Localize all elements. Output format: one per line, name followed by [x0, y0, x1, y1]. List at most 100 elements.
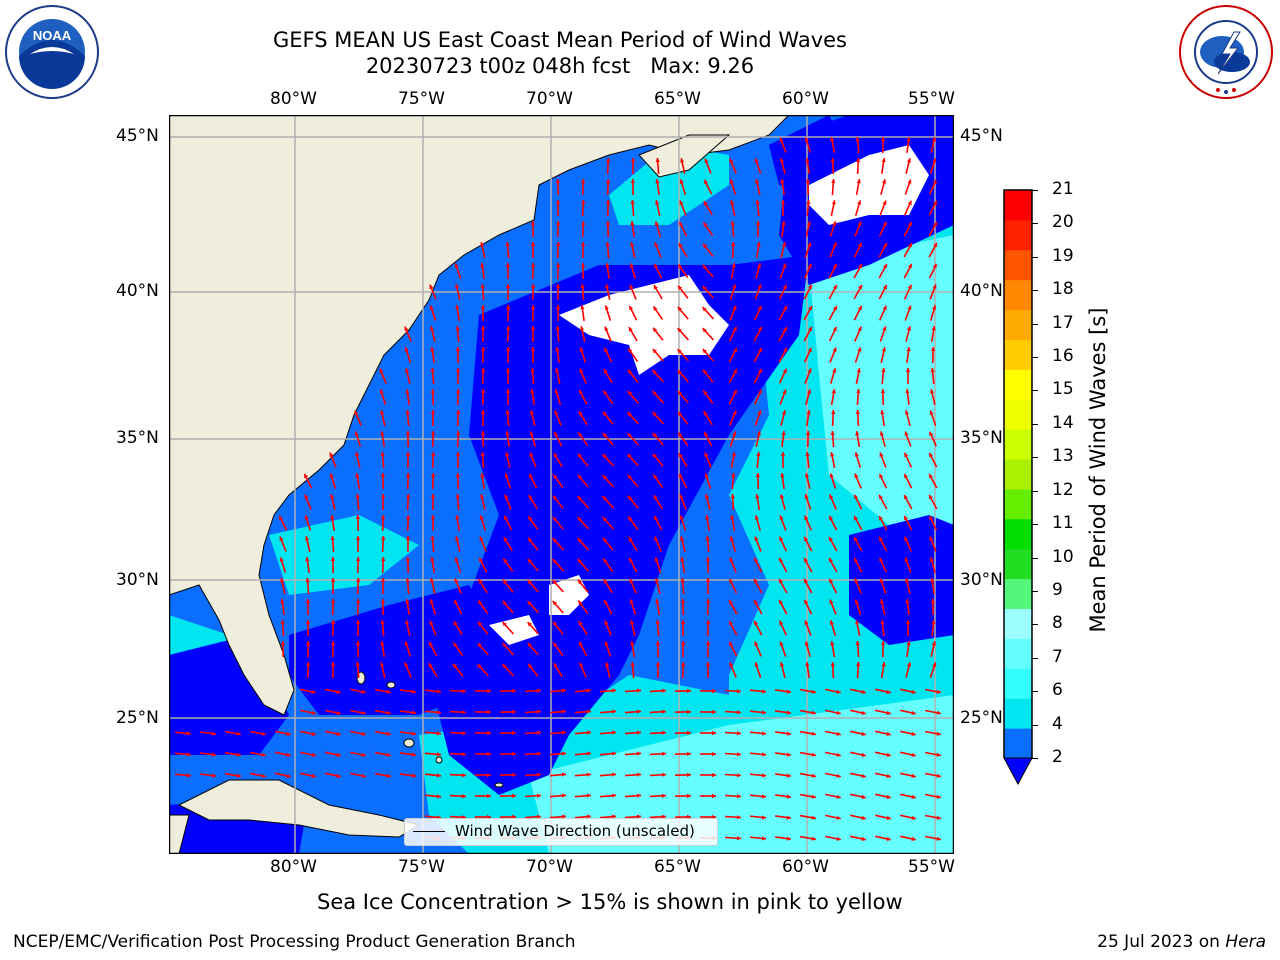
wind-wave-arrow-head	[679, 179, 684, 184]
wind-wave-arrow-head	[487, 772, 491, 778]
wind-wave-arrow-head	[330, 557, 336, 561]
wind-wave-arrow-head	[430, 515, 436, 519]
wind-wave-arrow-head	[604, 599, 608, 605]
wind-wave-arrow-head	[936, 689, 941, 694]
wind-wave-arrow-head	[856, 158, 861, 163]
wind-wave-arrow-head	[808, 326, 812, 332]
wind-wave-arrow-head	[856, 389, 861, 394]
wind-wave-arrow-head	[732, 431, 737, 436]
wind-wave-arrow-head	[436, 689, 441, 694]
wind-wave-arrow-head	[454, 578, 459, 584]
wind-wave-arrow-head	[404, 662, 409, 668]
colorbar-tick-mark	[1032, 190, 1038, 191]
wind-wave-arrow-head	[461, 731, 466, 736]
wind-wave-arrow-head	[904, 557, 909, 562]
wind-wave-arrow-head	[578, 579, 583, 585]
wind-wave-arrow-head	[529, 431, 534, 436]
wind-wave-arrow-head	[361, 689, 366, 694]
wind-wave-arrow-head	[455, 305, 460, 310]
lat-label-left-25n: 25°N	[116, 708, 159, 728]
wind-wave-arrow-head	[758, 326, 762, 332]
wind-wave-arrow-head	[536, 751, 541, 756]
wind-wave-arrow-head	[431, 473, 436, 477]
wind-wave-arrow-head	[706, 641, 711, 645]
wind-wave-arrow-head	[755, 221, 761, 225]
wind-wave-arrow-head	[932, 263, 937, 269]
wind-wave-arrow-head	[804, 515, 809, 521]
wind-wave-arrow-head	[430, 494, 436, 498]
wind-wave-arrow-head	[331, 641, 336, 645]
wind-wave-arrow-head	[779, 662, 785, 667]
wind-wave-arrow-head	[479, 515, 484, 520]
wind-wave-arrow-head	[455, 347, 460, 351]
wind-wave-arrow-head	[705, 662, 711, 666]
wind-wave-arrow-head	[930, 368, 935, 373]
wind-wave-arrow-head	[436, 731, 441, 736]
wind-wave-arrow-head	[627, 433, 632, 438]
wind-wave-arrow-head	[661, 814, 666, 819]
wind-wave-arrow-head	[680, 578, 685, 583]
wind-wave-arrow-head	[811, 731, 816, 736]
wind-wave-arrow-head	[630, 158, 636, 162]
wind-wave-arrow-head	[305, 599, 311, 603]
wind-wave-arrow-head	[761, 836, 766, 841]
wind-wave-arrow-head	[553, 621, 558, 627]
wind-wave-arrow-head	[907, 284, 912, 290]
wind-wave-arrow-head	[379, 389, 384, 394]
wind-wave-arrow-head	[830, 662, 835, 667]
wind-wave-arrow-head	[832, 263, 837, 269]
wind-wave-arrow-head	[881, 368, 886, 373]
wind-wave-arrow-head	[311, 689, 316, 694]
wind-wave-arrow-head	[856, 368, 861, 373]
wind-wave-arrow-head	[429, 305, 434, 310]
wind-wave-arrow-head	[661, 730, 666, 735]
colorbar-tick-label: 6	[1052, 680, 1063, 701]
colorbar-segment	[1004, 668, 1032, 699]
wind-wave-arrow-head	[480, 263, 485, 268]
wind-wave-arrow-head	[628, 516, 633, 521]
lat-label-right-35n: 35°N	[960, 428, 1003, 448]
wind-wave-arrow-head	[602, 475, 607, 480]
lat-label-right-30n: 30°N	[960, 570, 1003, 590]
wind-wave-arrow-head	[512, 709, 516, 714]
wind-wave-arrow-head	[629, 599, 634, 604]
wind-wave-arrow-head	[505, 431, 510, 436]
colorbar-tick-mark	[1032, 223, 1038, 225]
wind-wave-arrow-head	[732, 326, 737, 332]
wind-wave-arrow-head	[904, 536, 909, 542]
wind-wave-arrow-head	[655, 641, 660, 645]
wind-wave-arrow-head	[478, 621, 483, 627]
wind-wave-arrow-head	[454, 557, 459, 562]
wind-wave-arrow-head	[861, 836, 866, 841]
wind-wave-arrow-head	[411, 710, 416, 715]
wind-wave-arrow-head	[536, 709, 541, 714]
wind-wave-arrow-head	[882, 179, 887, 184]
wind-wave-arrow-head	[882, 200, 887, 205]
wind-wave-arrow-head	[779, 557, 783, 563]
wind-wave-arrow-head	[807, 263, 812, 269]
wind-wave-arrow-head	[578, 432, 583, 437]
wind-wave-arrow-head	[555, 284, 561, 288]
wind-wave-arrow-head	[330, 515, 335, 520]
wind-wave-arrow-head	[604, 347, 609, 353]
wind-wave-arrow-head	[386, 731, 391, 736]
wind-wave-arrow-head	[530, 242, 536, 246]
colorbar-segment	[1004, 518, 1032, 550]
wind-wave-arrow-head	[929, 557, 934, 562]
wind-wave-arrow-head	[732, 305, 737, 311]
wind-wave-arrow-head	[356, 557, 361, 561]
footer-branch: NCEP/EMC/Verification Post Processing Pr…	[13, 932, 576, 952]
land-yucatan	[169, 814, 190, 854]
wind-wave-arrow-head	[512, 793, 516, 798]
wind-wave-arrow-head	[879, 557, 884, 563]
wind-wave-arrow-head	[554, 431, 559, 437]
wind-wave-arrow-head	[703, 411, 708, 416]
wind-wave-arrow-head	[857, 305, 862, 311]
wind-wave-arrow-head	[453, 663, 458, 669]
wind-wave-arrow-head	[236, 773, 241, 778]
wind-wave-arrow-head	[879, 516, 883, 521]
wind-wave-arrow-head	[855, 620, 860, 625]
wind-wave-arrow-head	[512, 814, 516, 819]
legend-label: Wind Wave Direction (unscaled)	[455, 822, 695, 840]
wind-wave-arrow-head	[908, 221, 912, 227]
